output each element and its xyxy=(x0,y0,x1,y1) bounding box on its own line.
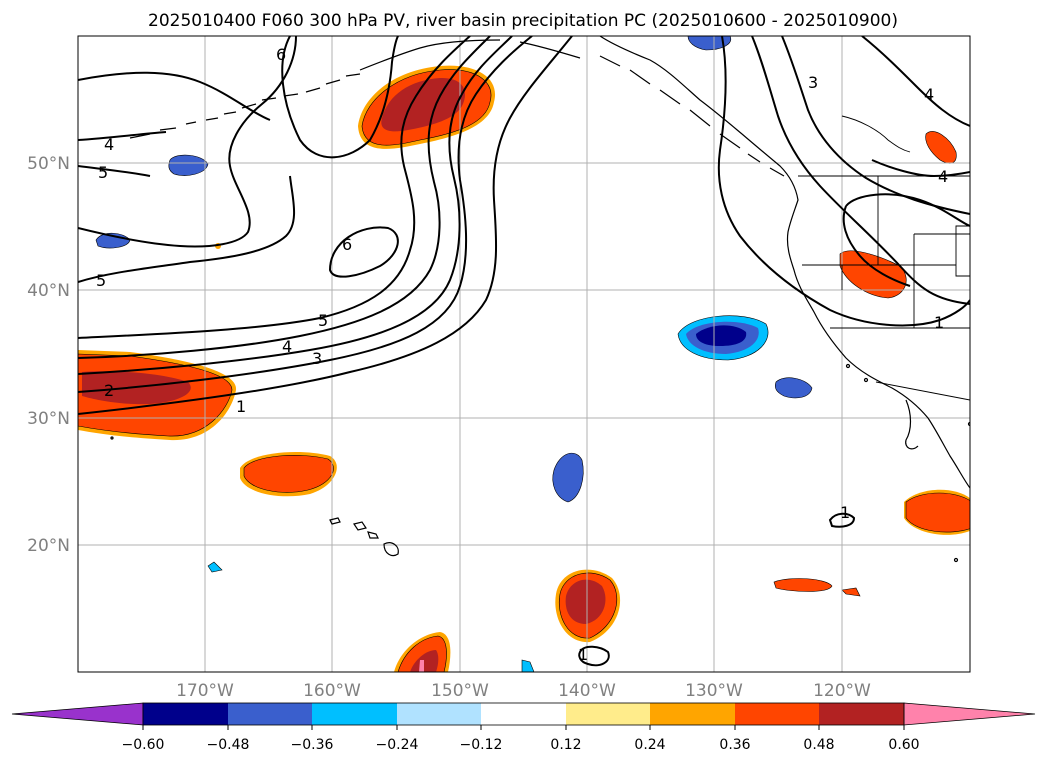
colorbar-tick-label: 0.12 xyxy=(550,737,581,753)
longitude-labels: 170°W 160°W 150°W 140°W 130°W 120°W xyxy=(176,681,871,701)
figure-title: 2025010400 F060 300 hPa PV, river basin … xyxy=(148,11,898,31)
negative-anomaly xyxy=(207,561,223,573)
lon-label: 140°W xyxy=(558,681,616,701)
contour-label: 1 xyxy=(934,313,944,332)
lat-label: 50°N xyxy=(27,154,70,174)
contour-label: 1 xyxy=(236,397,246,416)
country-borders xyxy=(798,115,970,401)
negative-anomaly xyxy=(696,325,747,346)
contour-label: 3 xyxy=(312,349,322,368)
contour-label: 4 xyxy=(104,135,114,154)
colorbar-segment xyxy=(735,703,819,725)
contour-label: 5 xyxy=(98,163,108,182)
negative-anomaly xyxy=(774,377,813,399)
positive-anomaly xyxy=(381,77,466,132)
colorbar-tick-label: −0.60 xyxy=(122,737,165,753)
lon-label: 120°W xyxy=(813,681,871,701)
negative-anomaly xyxy=(521,659,535,672)
contour-label: 4 xyxy=(938,167,948,186)
colorbar-extend-max xyxy=(903,702,1036,726)
colorbar: −0.60 −0.48 −0.36 −0.24 −0.12 0.12 0.24 … xyxy=(11,702,1036,753)
positive-anomaly xyxy=(839,250,907,299)
contour-label: 5 xyxy=(96,271,106,290)
colorbar-segment xyxy=(397,703,481,725)
negative-anomaly xyxy=(687,36,732,51)
contour-label: 6 xyxy=(276,45,286,64)
positive-anomaly xyxy=(841,587,861,597)
positive-anomaly xyxy=(410,650,439,672)
colorbar-segment xyxy=(228,703,312,725)
colorbar-extend-min xyxy=(11,702,144,726)
colorbar-tick-label: 0.24 xyxy=(634,737,665,753)
lat-label: 30°N xyxy=(27,409,70,429)
positive-anomaly xyxy=(565,579,606,624)
contour-label: 1 xyxy=(578,645,588,664)
colorbar-tick-label: 0.60 xyxy=(888,737,919,753)
colorbar-tick-label: 0.48 xyxy=(803,737,834,753)
contour-label: 1 xyxy=(840,503,850,522)
pv-contours xyxy=(78,36,970,667)
contour-label: 4 xyxy=(924,85,934,104)
positive-anomaly xyxy=(773,578,833,592)
lon-label: 170°W xyxy=(176,681,234,701)
colorbar-segment xyxy=(143,703,228,725)
precip-shading xyxy=(78,36,970,672)
contour-label: 2 xyxy=(104,381,114,400)
contour-label: 4 xyxy=(282,337,292,356)
contour-labels: 6 5 4 5 1 2 3 4 5 6 3 4 4 1 1 1 xyxy=(96,45,948,664)
map-area: 6 5 4 5 1 2 3 4 5 6 3 4 4 1 1 1 xyxy=(78,36,970,672)
colorbar-segment xyxy=(481,703,566,725)
negative-anomaly xyxy=(168,154,209,176)
positive-anomaly xyxy=(419,660,424,672)
latitude-labels: 50°N 40°N 30°N 20°N xyxy=(27,154,70,556)
lon-label: 160°W xyxy=(303,681,361,701)
colorbar-tick-label: −0.36 xyxy=(291,737,334,753)
lat-label: 40°N xyxy=(27,281,70,301)
contour-label: 5 xyxy=(318,311,328,330)
lat-label: 20°N xyxy=(27,536,70,556)
colorbar-tick-label: −0.48 xyxy=(207,737,250,753)
negative-anomaly xyxy=(552,452,584,503)
contour-label: 3 xyxy=(808,73,818,92)
colorbar-tick-label: 0.36 xyxy=(719,737,750,753)
lon-label: 130°W xyxy=(685,681,743,701)
colorbar-segment xyxy=(650,703,735,725)
colorbar-tick-label: −0.12 xyxy=(460,737,503,753)
coastlines xyxy=(110,36,970,563)
colorbar-tick-label: −0.24 xyxy=(376,737,419,753)
contour-label: 6 xyxy=(342,235,352,254)
lon-label: 150°W xyxy=(431,681,489,701)
colorbar-segment xyxy=(566,703,650,725)
positive-anomaly xyxy=(905,492,970,533)
colorbar-segment xyxy=(819,703,904,725)
colorbar-segment xyxy=(312,703,397,725)
map-frame xyxy=(77,35,971,673)
